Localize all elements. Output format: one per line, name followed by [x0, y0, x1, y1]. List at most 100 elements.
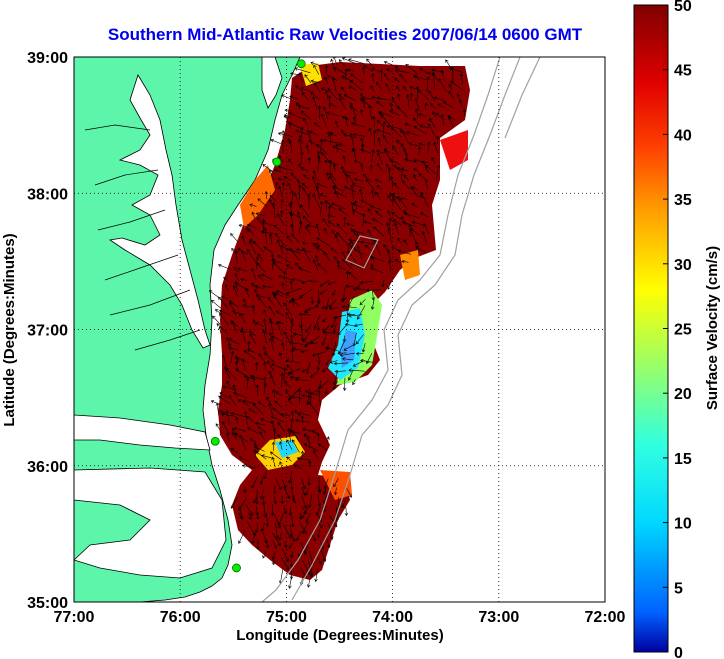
velocity-arrow [298, 267, 312, 274]
velocity-arrow [422, 160, 429, 173]
velocity-arrow [233, 266, 239, 273]
velocity-arrow [271, 363, 284, 370]
velocity-arrow [332, 184, 339, 199]
velocity-arrow [352, 332, 357, 347]
velocity-arrow [296, 456, 310, 461]
velocity-arrow [299, 317, 303, 329]
velocity-arrow [232, 391, 248, 399]
velocity-arrow [386, 68, 393, 72]
velocity-arrow [260, 230, 274, 234]
velocity-arrow [327, 87, 338, 100]
velocity-arrow [381, 280, 386, 288]
velocity-arrow [304, 74, 312, 84]
velocity-arrow [392, 219, 402, 226]
velocity-arrow [280, 495, 285, 505]
velocity-arrow [274, 292, 285, 297]
velocity-arrow [316, 155, 321, 172]
velocity-arrow [370, 189, 375, 199]
velocity-arrow [295, 262, 304, 272]
velocity-arrow [348, 58, 364, 64]
velocity-arrow [269, 451, 282, 461]
velocity-arrow [372, 115, 376, 127]
velocity-arrow [254, 362, 259, 371]
colorbar-bar [633, 4, 669, 653]
velocity-arrow [307, 476, 311, 486]
velocity-arrow [379, 69, 384, 82]
velocity-arrow [245, 504, 253, 516]
velocity-arrow [394, 259, 402, 264]
velocity-arrow [428, 123, 437, 138]
velocity-arrow [310, 61, 321, 67]
velocity-arrow [429, 117, 436, 128]
velocity-arrow [289, 247, 300, 261]
velocity-arrow [320, 87, 329, 91]
velocity-arrow [333, 191, 348, 198]
velocity-arrow [283, 302, 293, 317]
velocity-arrow [304, 390, 319, 396]
velocity-arrow [273, 262, 284, 273]
velocity-arrow [311, 175, 318, 192]
velocity-arrow [224, 284, 229, 291]
velocity-arrow [300, 415, 305, 423]
velocity-arrow [397, 237, 402, 245]
velocity-arrow [433, 141, 439, 154]
velocity-arrow [265, 512, 270, 527]
velocity-arrow [435, 135, 440, 145]
velocity-arrow [375, 81, 383, 90]
velocity-arrow [219, 410, 229, 414]
velocity-arrow [330, 247, 339, 255]
velocity-arrow [277, 132, 293, 137]
grid [74, 57, 605, 602]
velocity-vectors [208, 57, 467, 589]
velocity-arrow [271, 202, 276, 218]
velocity-arrow [251, 304, 256, 316]
velocity-arrow [260, 488, 265, 500]
velocity-arrow [424, 179, 429, 189]
velocity-arrow [265, 539, 270, 549]
velocity-arrow [360, 148, 372, 154]
velocity-arrow [243, 350, 256, 360]
velocity-arrow [256, 540, 260, 550]
velocity-arrow [277, 274, 293, 281]
velocity-arrow [413, 117, 420, 126]
velocity-arrow [363, 220, 372, 225]
velocity-arrow [312, 242, 320, 252]
velocity-arrow [340, 296, 348, 302]
velocity-arrow [230, 233, 239, 243]
velocity-arrow [401, 143, 409, 156]
velocity-arrow [352, 132, 366, 137]
velocity-arrow [396, 105, 408, 118]
velocity-arrow [352, 379, 356, 386]
velocity-arrow [211, 299, 222, 309]
velocity-arrow [242, 399, 257, 405]
colorbar: 0 5 10 15 20 25 30 35 40 45 50 Surface Velocity (c… [633, 0, 721, 659]
velocity-arrow [310, 335, 320, 344]
velocity-arrow [242, 298, 247, 309]
y-axis-label: Latitude (Degrees:Minutes) [1, 233, 18, 426]
velocity-arrow [324, 297, 330, 311]
velocity-arrow [343, 344, 354, 351]
velocity-arrow [255, 506, 259, 516]
velocity-arrow [303, 117, 309, 127]
velocity-arrow [279, 412, 291, 417]
velocity-arrow [387, 167, 392, 181]
velocity-arrow [328, 103, 338, 108]
velocity-arrow [275, 310, 285, 317]
velocity-arrow [275, 233, 285, 246]
velocity-arrow [270, 415, 285, 423]
velocity-arrow [275, 290, 291, 297]
velocity-arrow [403, 239, 408, 246]
velocity-arrow [288, 506, 293, 516]
velocity-arrow [261, 454, 274, 459]
velocity-arrow [286, 365, 293, 371]
velocity-arrow [325, 359, 330, 366]
velocity-arrow [415, 108, 419, 119]
velocity-arrow [411, 203, 418, 208]
velocity-arrow [270, 375, 276, 387]
velocity-arrow [347, 369, 354, 381]
velocity-arrow [285, 389, 292, 400]
velocity-arrow [375, 210, 383, 218]
velocity-arrow [374, 178, 383, 183]
velocity-arrow [332, 314, 347, 320]
velocity-arrow [263, 309, 267, 317]
